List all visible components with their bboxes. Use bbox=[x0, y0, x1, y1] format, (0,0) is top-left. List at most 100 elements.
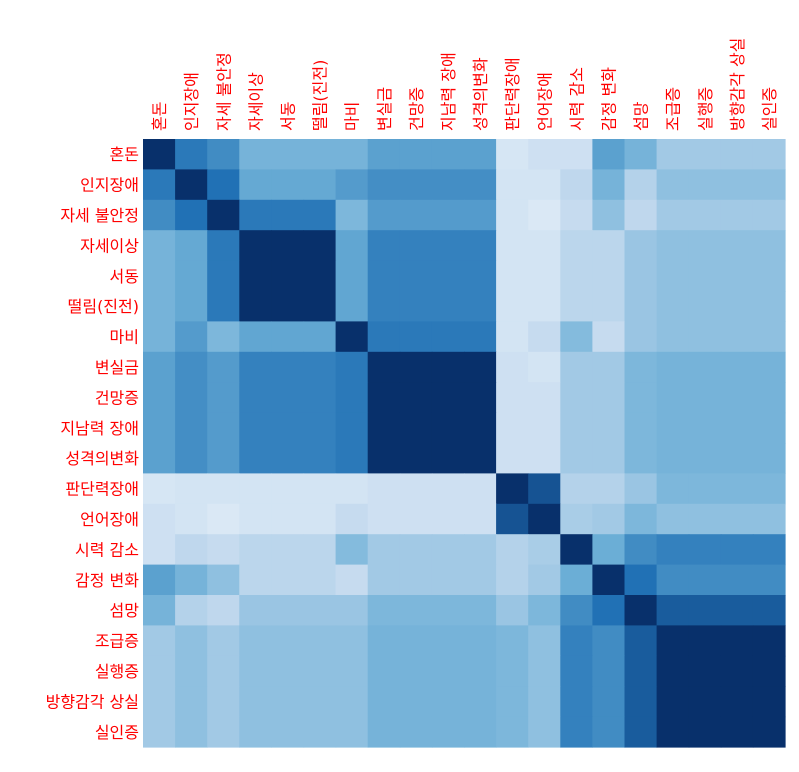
heatmap-cell bbox=[367, 503, 401, 535]
heatmap-cell bbox=[624, 199, 658, 231]
heatmap-cell bbox=[528, 230, 561, 262]
heatmap-cell bbox=[399, 291, 433, 322]
heatmap-cell bbox=[720, 382, 754, 414]
heatmap-cell bbox=[688, 503, 722, 535]
heatmap-cell bbox=[239, 412, 272, 444]
heatmap-cell bbox=[399, 564, 433, 596]
heatmap-cell bbox=[239, 595, 272, 626]
heatmap-cell bbox=[688, 473, 722, 505]
heatmap-cell bbox=[143, 443, 176, 474]
heatmap-cell bbox=[303, 564, 337, 596]
heatmap-cell bbox=[624, 260, 658, 292]
heatmap-cell bbox=[335, 321, 369, 353]
heatmap-cell bbox=[720, 625, 754, 657]
heatmap-cell bbox=[464, 716, 497, 748]
heatmap-cell bbox=[496, 534, 529, 566]
heatmap-cell bbox=[560, 716, 593, 748]
heatmap-cell bbox=[528, 625, 561, 657]
heatmap-cell bbox=[592, 686, 626, 718]
heatmap-cell bbox=[688, 655, 722, 687]
column-label: 마비 bbox=[343, 102, 362, 131]
heatmap-cell bbox=[560, 199, 593, 231]
heatmap-cell bbox=[367, 686, 401, 718]
heatmap-cell bbox=[560, 443, 593, 474]
heatmap-cell bbox=[560, 412, 593, 444]
heatmap-cell bbox=[720, 291, 754, 322]
heatmap-cell bbox=[143, 534, 176, 566]
heatmap-cell bbox=[752, 716, 786, 748]
heatmap-cell bbox=[528, 595, 561, 626]
heatmap-cell bbox=[496, 291, 529, 322]
heatmap-cell bbox=[239, 139, 272, 170]
heatmap-cell bbox=[496, 503, 529, 535]
heatmap-cell bbox=[720, 230, 754, 262]
heatmap-cell bbox=[271, 716, 305, 748]
heatmap-cell bbox=[175, 260, 208, 292]
heatmap-cell bbox=[303, 351, 337, 383]
heatmap-cell bbox=[239, 260, 272, 292]
heatmap-cell bbox=[752, 443, 786, 474]
heatmap-cell bbox=[367, 534, 401, 566]
heatmap-cell bbox=[303, 199, 337, 231]
heatmap-cell bbox=[464, 443, 497, 474]
heatmap-cell bbox=[656, 199, 690, 231]
heatmap-cell bbox=[688, 686, 722, 718]
heatmap-cell bbox=[175, 564, 208, 596]
heatmap-cell bbox=[624, 412, 658, 444]
heatmap-cell bbox=[688, 625, 722, 657]
heatmap-cell bbox=[592, 503, 626, 535]
heatmap-cell bbox=[271, 260, 305, 292]
heatmap-cell bbox=[335, 443, 369, 474]
heatmap-cell bbox=[303, 595, 337, 626]
column-label: 조급증 bbox=[664, 87, 683, 131]
heatmap-cell bbox=[464, 260, 497, 292]
heatmap-cell bbox=[335, 199, 369, 231]
heatmap-cell bbox=[175, 443, 208, 474]
heatmap-cell bbox=[303, 503, 337, 535]
heatmap-cell bbox=[592, 351, 626, 383]
heatmap-cell bbox=[464, 686, 497, 718]
heatmap-cell bbox=[239, 625, 272, 657]
heatmap-cell bbox=[271, 412, 305, 444]
heatmap-cell bbox=[303, 139, 337, 170]
heatmap-cell bbox=[688, 291, 722, 322]
heatmap-cell bbox=[143, 625, 176, 657]
heatmap-cell bbox=[271, 382, 305, 414]
heatmap-cell bbox=[431, 716, 465, 748]
heatmap-cell bbox=[335, 564, 369, 596]
column-label: 언어장애 bbox=[535, 72, 554, 131]
heatmap-cell bbox=[464, 503, 497, 535]
heatmap-cell bbox=[431, 321, 465, 353]
heatmap-cell bbox=[271, 443, 305, 474]
heatmap-cell bbox=[271, 655, 305, 687]
heatmap-cell bbox=[207, 412, 240, 444]
heatmap-cell bbox=[496, 443, 529, 474]
heatmap-cell bbox=[431, 534, 465, 566]
heatmap-cell bbox=[399, 595, 433, 626]
column-label: 실인증 bbox=[760, 87, 779, 131]
heatmap-cell bbox=[175, 412, 208, 444]
heatmap-cell bbox=[399, 260, 433, 292]
heatmap-cell bbox=[528, 443, 561, 474]
heatmap-cell bbox=[207, 534, 240, 566]
heatmap-cell bbox=[335, 412, 369, 444]
heatmap-cell bbox=[303, 260, 337, 292]
heatmap-cell bbox=[560, 169, 593, 201]
heatmap-cell bbox=[175, 351, 208, 383]
heatmap-cell bbox=[175, 716, 208, 748]
heatmap-cell bbox=[496, 351, 529, 383]
heatmap-cell bbox=[303, 382, 337, 414]
heatmap-cell bbox=[656, 595, 690, 626]
heatmap-cell bbox=[656, 382, 690, 414]
heatmap-cell bbox=[464, 534, 497, 566]
heatmap-cell bbox=[560, 260, 593, 292]
heatmap-cell bbox=[688, 534, 722, 566]
heatmap-cell bbox=[656, 655, 690, 687]
heatmap-cell bbox=[496, 169, 529, 201]
heatmap-cell bbox=[720, 443, 754, 474]
heatmap-cell bbox=[624, 382, 658, 414]
heatmap-cell bbox=[656, 443, 690, 474]
heatmap-cell bbox=[431, 291, 465, 322]
heatmap-cell bbox=[399, 321, 433, 353]
row-label: 혼돈 bbox=[110, 145, 139, 164]
